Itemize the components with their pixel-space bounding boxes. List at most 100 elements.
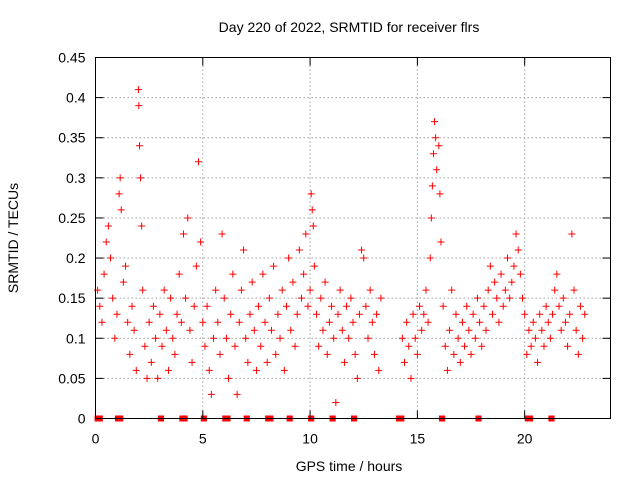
plot-frame bbox=[95, 57, 611, 419]
data-point bbox=[432, 134, 440, 142]
data-point bbox=[433, 166, 441, 174]
data-point bbox=[428, 182, 436, 190]
data-point bbox=[527, 342, 535, 350]
x-tick-label: 5 bbox=[199, 431, 207, 447]
y-tick-label: 0.05 bbox=[58, 370, 85, 386]
data-point bbox=[280, 366, 288, 374]
data-point bbox=[132, 366, 140, 374]
x-tick-label: 10 bbox=[302, 431, 318, 447]
data-point bbox=[141, 342, 149, 350]
data-point bbox=[143, 374, 151, 382]
data-point bbox=[429, 150, 437, 158]
data-point bbox=[137, 174, 145, 182]
data-point bbox=[401, 358, 408, 366]
data-point bbox=[435, 142, 443, 150]
data-points bbox=[94, 86, 589, 406]
data-point bbox=[214, 318, 222, 326]
data-point bbox=[250, 326, 258, 334]
x-tick-label: 0 bbox=[92, 431, 100, 447]
data-point bbox=[319, 326, 327, 334]
data-point bbox=[135, 142, 143, 150]
data-point bbox=[147, 358, 155, 366]
data-point bbox=[555, 302, 563, 310]
data-point bbox=[536, 310, 544, 318]
data-point bbox=[463, 302, 471, 310]
data-point bbox=[310, 262, 318, 270]
data-point bbox=[454, 334, 462, 342]
y-tick-label: 0.25 bbox=[58, 210, 85, 226]
data-point bbox=[252, 366, 260, 374]
data-point bbox=[216, 350, 224, 358]
data-point bbox=[504, 254, 511, 262]
data-point bbox=[506, 294, 514, 302]
data-point bbox=[164, 366, 172, 374]
data-point bbox=[177, 318, 185, 326]
data-point bbox=[349, 318, 357, 326]
data-point bbox=[523, 350, 531, 358]
data-point bbox=[551, 286, 559, 294]
x-tick-label: 20 bbox=[517, 431, 533, 447]
y-axis-label: SRMTID / TECUs bbox=[5, 183, 21, 293]
data-point bbox=[416, 302, 424, 310]
data-point bbox=[154, 374, 162, 382]
data-point bbox=[519, 294, 527, 302]
data-point bbox=[516, 270, 524, 278]
data-point bbox=[323, 350, 331, 358]
data-point bbox=[278, 286, 286, 294]
data-point bbox=[192, 262, 200, 270]
data-point bbox=[244, 358, 252, 366]
data-point bbox=[456, 358, 464, 366]
data-point bbox=[566, 310, 574, 318]
data-point bbox=[190, 302, 198, 310]
y-tick-label: 0.1 bbox=[66, 330, 86, 346]
data-point bbox=[351, 350, 359, 358]
data-point bbox=[152, 334, 160, 342]
data-point bbox=[484, 286, 492, 294]
data-point bbox=[353, 374, 361, 382]
axis-ticks bbox=[95, 57, 611, 419]
data-point bbox=[167, 294, 175, 302]
data-point bbox=[450, 350, 458, 358]
data-point bbox=[443, 366, 451, 374]
data-point bbox=[186, 326, 194, 334]
data-point bbox=[557, 326, 565, 334]
data-point bbox=[514, 246, 522, 254]
data-point bbox=[293, 310, 301, 318]
data-point bbox=[368, 318, 376, 326]
data-point bbox=[138, 222, 146, 230]
data-point bbox=[458, 318, 466, 326]
data-point bbox=[431, 118, 439, 126]
data-point bbox=[510, 262, 518, 270]
y-tick-label: 0.2 bbox=[66, 250, 86, 266]
data-point bbox=[370, 350, 378, 358]
chart-title: Day 220 of 2022, SRMTID for receiver flr… bbox=[219, 19, 480, 35]
data-point bbox=[452, 310, 460, 318]
data-point bbox=[207, 390, 215, 398]
data-point bbox=[134, 86, 142, 94]
data-point bbox=[313, 310, 321, 318]
data-point bbox=[135, 102, 143, 110]
data-point bbox=[441, 342, 449, 350]
data-point bbox=[270, 262, 278, 270]
data-point bbox=[538, 326, 546, 334]
data-point bbox=[407, 374, 415, 382]
data-point bbox=[572, 326, 580, 334]
data-point bbox=[403, 318, 411, 326]
data-point bbox=[491, 278, 499, 286]
data-point bbox=[549, 310, 557, 318]
data-point bbox=[128, 302, 136, 310]
data-point bbox=[446, 326, 454, 334]
data-point bbox=[130, 326, 138, 334]
data-point bbox=[276, 334, 284, 342]
data-point bbox=[467, 350, 475, 358]
y-tick-labels: 0 0.05 0.1 0.15 0.2 0.25 0.3 0.35 0.4 0.45 bbox=[58, 50, 85, 427]
data-point bbox=[205, 366, 213, 374]
data-point bbox=[107, 254, 115, 262]
data-point bbox=[436, 190, 444, 198]
data-point bbox=[493, 294, 501, 302]
x-tick-label: 15 bbox=[410, 431, 426, 447]
data-point bbox=[426, 254, 434, 262]
data-point bbox=[332, 398, 340, 406]
data-point bbox=[330, 334, 338, 342]
data-point bbox=[531, 334, 539, 342]
